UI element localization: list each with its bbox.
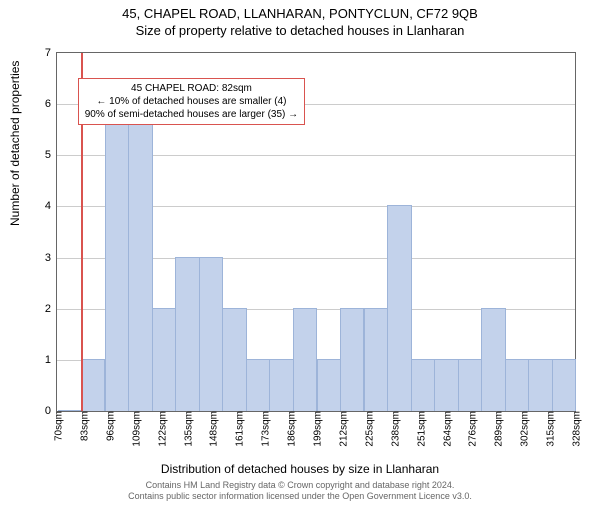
y-tick-label: 3: [45, 252, 57, 264]
bar: [222, 308, 246, 411]
x-tick-label: 70sqm: [50, 411, 65, 441]
x-tick-label: 135sqm: [179, 411, 194, 447]
bar: [269, 359, 293, 411]
x-tick-label: 289sqm: [490, 411, 505, 447]
y-tick-label: 7: [45, 47, 57, 59]
y-tick-label: 2: [45, 303, 57, 315]
footer-line2: Contains public sector information licen…: [0, 491, 600, 502]
y-tick-label: 1: [45, 354, 57, 366]
bar: [481, 308, 505, 411]
bar: [293, 308, 317, 411]
chart-subtitle: Size of property relative to detached ho…: [0, 23, 600, 38]
x-tick-label: 225sqm: [360, 411, 375, 447]
annotation-line: ← 10% of detached houses are smaller (4): [85, 95, 298, 108]
x-tick-label: 212sqm: [334, 411, 349, 447]
bar: [128, 103, 152, 411]
bar: [387, 205, 411, 411]
y-axis-label: Number of detached properties: [8, 61, 22, 226]
x-tick-label: 328sqm: [568, 411, 583, 447]
x-tick-label: 238sqm: [386, 411, 401, 447]
bar: [246, 359, 270, 411]
footer-line1: Contains HM Land Registry data © Crown c…: [0, 480, 600, 491]
x-tick-label: 109sqm: [127, 411, 142, 447]
bar: [81, 359, 105, 411]
x-tick-label: 122sqm: [153, 411, 168, 447]
x-tick-label: 302sqm: [516, 411, 531, 447]
bar: [528, 359, 552, 411]
x-tick-label: 199sqm: [309, 411, 324, 447]
x-axis-label: Distribution of detached houses by size …: [0, 462, 600, 476]
annotation-box: 45 CHAPEL ROAD: 82sqm← 10% of detached h…: [78, 78, 305, 125]
bar: [199, 257, 223, 411]
annotation-line: 90% of semi-detached houses are larger (…: [85, 108, 298, 121]
x-tick-label: 148sqm: [205, 411, 220, 447]
footer-attribution: Contains HM Land Registry data © Crown c…: [0, 480, 600, 502]
y-tick-label: 5: [45, 149, 57, 161]
chart-title-address: 45, CHAPEL ROAD, LLANHARAN, PONTYCLUN, C…: [0, 6, 600, 21]
x-tick-label: 173sqm: [257, 411, 272, 447]
x-tick-label: 161sqm: [231, 411, 246, 447]
bar: [458, 359, 482, 411]
x-tick-label: 186sqm: [283, 411, 298, 447]
bar: [434, 359, 458, 411]
bar: [411, 359, 435, 411]
bar: [105, 103, 129, 411]
x-tick-label: 315sqm: [542, 411, 557, 447]
bar: [552, 359, 576, 411]
y-tick-label: 6: [45, 98, 57, 110]
x-tick-label: 96sqm: [101, 411, 116, 441]
annotation-line: 45 CHAPEL ROAD: 82sqm: [85, 82, 298, 95]
bar: [317, 359, 341, 411]
x-tick-label: 251sqm: [412, 411, 427, 447]
bar: [340, 308, 364, 411]
x-tick-label: 276sqm: [464, 411, 479, 447]
chart-container: 45, CHAPEL ROAD, LLANHARAN, PONTYCLUN, C…: [0, 6, 600, 506]
x-tick-label: 264sqm: [438, 411, 453, 447]
bar: [152, 308, 176, 411]
bar: [364, 308, 388, 411]
bar: [505, 359, 529, 411]
bar: [175, 257, 199, 411]
x-tick-label: 83sqm: [75, 411, 90, 441]
y-tick-label: 4: [45, 200, 57, 212]
plot-area: 0123456770sqm83sqm96sqm109sqm122sqm135sq…: [56, 52, 576, 412]
